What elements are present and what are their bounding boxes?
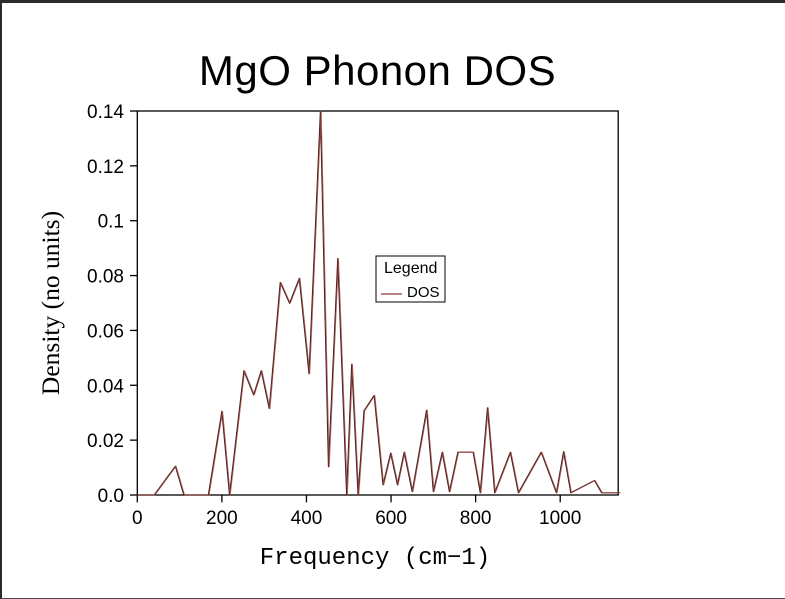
svg-text:0.12: 0.12 [87,157,124,178]
svg-text:0.02: 0.02 [87,431,124,452]
svg-text:Frequency (cm−1): Frequency (cm−1) [260,545,490,572]
svg-text:400: 400 [291,508,323,529]
svg-text:0.04: 0.04 [87,376,124,397]
svg-text:0.0: 0.0 [98,486,124,507]
svg-text:Density (no units): Density (no units) [36,211,65,395]
svg-text:Legend: Legend [384,260,437,277]
svg-text:0.14: 0.14 [87,102,124,123]
svg-text:0.06: 0.06 [87,321,124,342]
svg-text:0.1: 0.1 [98,212,124,233]
svg-text:600: 600 [375,508,407,529]
svg-text:1000: 1000 [539,508,581,529]
svg-text:0: 0 [132,508,143,529]
svg-text:DOS: DOS [407,284,440,301]
svg-text:800: 800 [460,508,492,529]
svg-text:200: 200 [206,508,238,529]
svg-text:0.08: 0.08 [87,267,124,288]
